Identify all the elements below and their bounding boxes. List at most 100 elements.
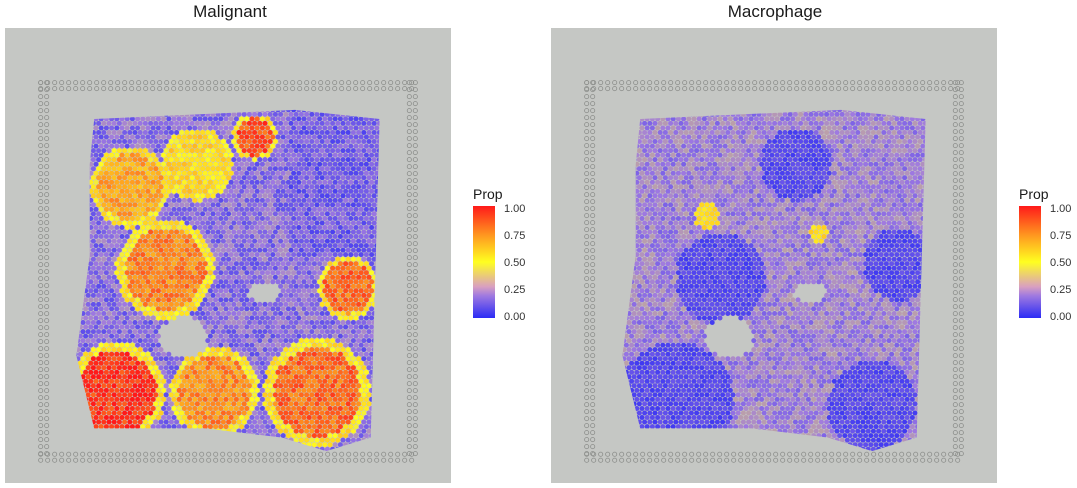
spot [220, 410, 226, 416]
spot [350, 193, 356, 199]
spot [311, 415, 317, 420]
spot [127, 347, 133, 353]
spot [155, 152, 161, 158]
spot [293, 193, 299, 199]
spot [111, 329, 117, 335]
spot [309, 148, 315, 154]
spot [348, 134, 354, 140]
spot [223, 179, 229, 185]
spot [116, 148, 122, 154]
spot [200, 265, 206, 271]
spot [345, 274, 351, 280]
spot [171, 116, 177, 122]
spot [174, 184, 180, 190]
spot [272, 374, 278, 380]
spot [348, 161, 354, 167]
spot [254, 315, 260, 321]
spot [114, 288, 120, 294]
fiducial-spot [38, 80, 44, 86]
spot [129, 324, 135, 330]
spot [324, 274, 330, 280]
spot [317, 324, 323, 330]
fiducial-spot [406, 430, 412, 436]
fiducial-spot [44, 136, 50, 142]
spot [301, 315, 307, 321]
spot [324, 229, 330, 235]
fiducial-spot [412, 136, 418, 142]
spot [140, 288, 146, 294]
spot [166, 161, 172, 167]
spot [153, 220, 159, 226]
spot [210, 311, 216, 316]
spot [358, 188, 364, 194]
spot [122, 256, 128, 262]
spot [106, 419, 112, 425]
spot [283, 347, 289, 353]
spot [298, 410, 304, 416]
spot [298, 401, 304, 407]
spot [304, 238, 310, 244]
spot [200, 301, 206, 307]
spot [210, 292, 216, 298]
spot [132, 211, 138, 217]
spot [265, 197, 271, 203]
spot [278, 365, 284, 371]
spot [98, 197, 104, 203]
spot [210, 365, 216, 371]
spot [124, 342, 130, 348]
spot [88, 360, 94, 366]
spot [111, 338, 117, 344]
spot [254, 161, 260, 167]
spot [171, 297, 177, 303]
spot [363, 216, 369, 221]
spot [215, 238, 221, 244]
spot [345, 148, 351, 154]
spot [285, 396, 291, 402]
spot [309, 383, 315, 389]
spot [337, 288, 343, 294]
spot [322, 406, 328, 411]
spot [345, 229, 351, 235]
spot [319, 139, 325, 144]
spot [366, 175, 372, 181]
spot [145, 206, 151, 212]
spot [369, 351, 375, 357]
spot [228, 225, 234, 230]
spot [194, 365, 200, 371]
spot [103, 161, 109, 167]
spot [285, 369, 291, 375]
spot [231, 274, 237, 280]
spot [293, 166, 299, 172]
fiducial-spot [367, 80, 373, 86]
spot [304, 383, 310, 389]
spot [215, 202, 221, 208]
spot [278, 329, 284, 335]
fiducial-spot [406, 325, 412, 331]
spot [314, 148, 320, 154]
spot [335, 247, 341, 253]
fiducial-spot [44, 374, 50, 380]
spot [207, 406, 213, 411]
spot [358, 252, 364, 258]
spot [163, 220, 169, 226]
spot [293, 120, 299, 126]
spot [155, 170, 161, 176]
spot [163, 383, 169, 389]
spot [233, 243, 239, 249]
spot [207, 234, 213, 239]
spot [109, 315, 115, 321]
spot [140, 125, 146, 131]
spot [319, 166, 325, 172]
spot [218, 279, 224, 285]
spot [241, 256, 247, 262]
spot [356, 184, 362, 190]
spot [124, 279, 130, 285]
spot [254, 116, 260, 122]
spot [213, 351, 219, 357]
spot [283, 111, 289, 117]
spot [314, 120, 320, 126]
spot [244, 360, 250, 366]
spot [205, 274, 211, 280]
spot [223, 270, 229, 276]
